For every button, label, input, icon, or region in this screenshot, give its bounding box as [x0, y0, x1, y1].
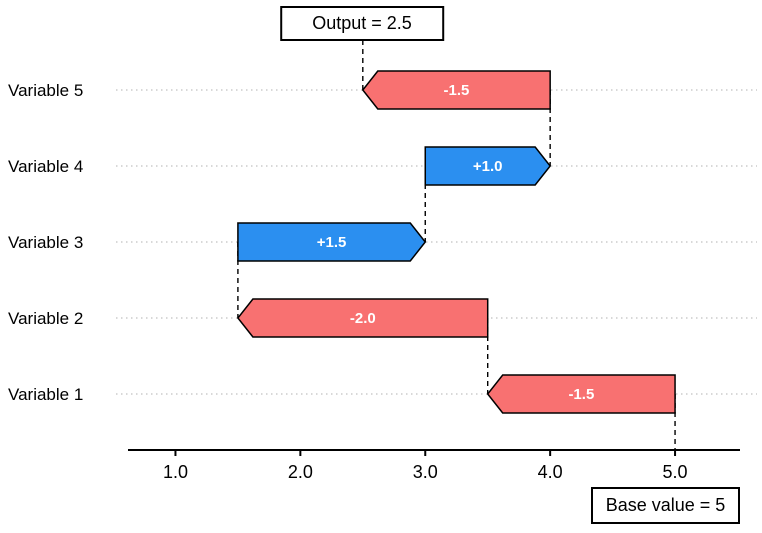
arrow-value-label: +1.5	[317, 234, 347, 251]
output-label: Output = 2.5	[312, 13, 412, 33]
base-value-label: Base value = 5	[605, 495, 726, 515]
x-tick-label: 2.0	[288, 462, 313, 482]
x-tick-label: 4.0	[538, 462, 563, 482]
base-value-box: Base value = 5	[591, 487, 740, 524]
waterfall-arrow	[237, 222, 427, 262]
arrow-value-label: +1.0	[473, 158, 503, 175]
output-box: Output = 2.5	[280, 6, 444, 41]
y-axis-label: Variable 5	[8, 81, 83, 100]
waterfall-arrow	[236, 298, 489, 338]
y-axis-label: Variable 4	[8, 157, 83, 176]
y-axis-label: Variable 1	[8, 385, 83, 404]
arrow-value-label: -2.0	[350, 310, 376, 327]
waterfall-arrow	[424, 146, 552, 186]
arrow-value-label: -1.5	[444, 82, 470, 99]
y-axis-label: Variable 3	[8, 233, 83, 252]
arrow-value-label: -1.5	[568, 386, 594, 403]
waterfall-arrow	[486, 374, 676, 414]
x-tick-label: 1.0	[163, 462, 188, 482]
x-tick-label: 5.0	[663, 462, 688, 482]
waterfall-arrow	[361, 70, 551, 110]
y-axis-label: Variable 2	[8, 309, 83, 328]
x-tick-label: 3.0	[413, 462, 438, 482]
